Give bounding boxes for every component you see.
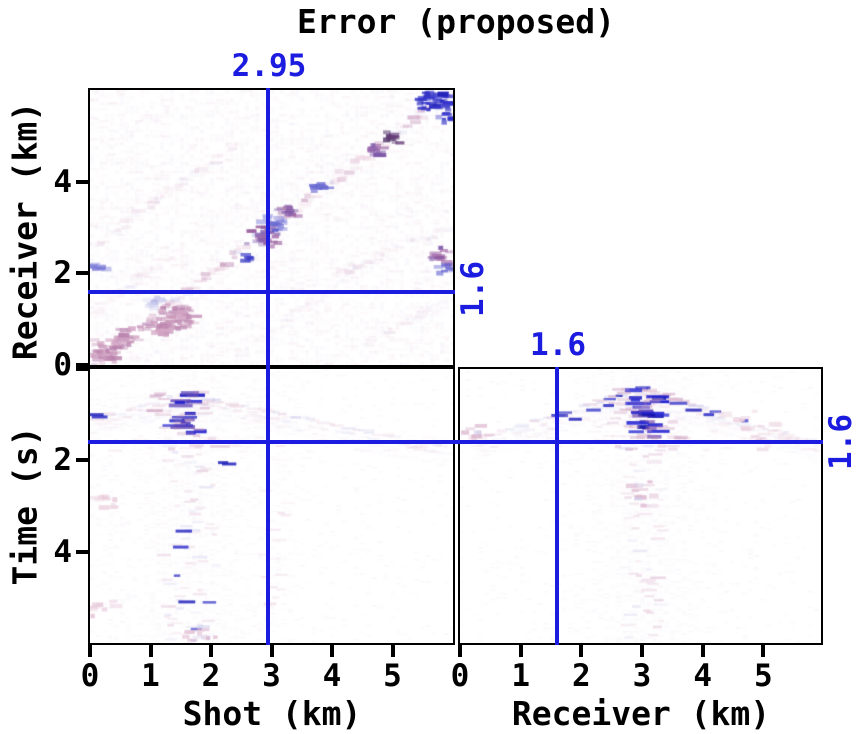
panel-shot-vs-receiver (88, 88, 455, 367)
receiver-y-tick-label: 4 (53, 163, 72, 200)
time-y-tick-mark (76, 458, 88, 463)
x-axis-title-receiver: Receiver (km) (511, 694, 771, 733)
shot-axis-tick-label: 3 (262, 658, 281, 694)
receiver-y-tick-label: 0 (53, 347, 72, 383)
receiver-y-tick-mark (76, 363, 88, 367)
time-y-tick-label: 4 (53, 533, 72, 570)
heatmap-receiver-vs-time (460, 369, 821, 643)
receiver-y-tick-label: 2 (53, 255, 72, 292)
panel-receiver-vs-time (458, 367, 823, 645)
shot-axis-tick-mark (209, 645, 213, 657)
receiver-axis-tick-label: 1 (511, 658, 531, 694)
receiver-axis-tick-mark (700, 645, 705, 657)
y-axis-title-receiver: Receiver (km) (5, 101, 45, 361)
shot-axis-tick-mark (88, 645, 92, 657)
time-y-tick-mark (76, 549, 88, 554)
shot-axis-tick-label: 4 (322, 658, 342, 694)
receiver-y-tick-mark (76, 179, 88, 184)
panel-shot-vs-time (88, 367, 455, 645)
shot-axis-tick-mark (330, 645, 334, 657)
shot-crosshair-value-label: 2.95 (231, 48, 307, 84)
receiver-axis-tick-label: 0 (450, 658, 470, 694)
receiver-crosshair-top-value-label: 1.6 (530, 327, 586, 363)
time-crosshair-value-label: 1.6 (823, 414, 856, 470)
receiver-axis-tick-mark (579, 645, 584, 657)
crosshair-time-horizontal-line (88, 440, 823, 445)
receiver-axis-tick-mark (761, 645, 766, 657)
receiver-axis-tick-label: 2 (572, 658, 591, 694)
heatmap-shot-vs-receiver (90, 90, 453, 365)
receiver-axis-tick-label: 3 (632, 658, 652, 694)
receiver-axis-tick-label: 5 (754, 658, 773, 694)
shot-axis-tick-mark (390, 645, 395, 657)
crosshair-receiver-horizontal-line (88, 289, 455, 294)
shot-axis-tick-mark (148, 645, 153, 657)
receiver-crosshair-side-value-label: 1.6 (455, 261, 491, 317)
shot-axis-tick-label: 5 (383, 658, 402, 694)
heatmap-shot-vs-time (90, 369, 453, 643)
receiver-axis-tick-label: 4 (693, 658, 713, 694)
x-axis-title-shot: Shot (km) (182, 694, 362, 733)
crosshair-receiver-vertical-line (555, 367, 560, 645)
receiver-axis-tick-mark (518, 645, 523, 657)
page-title: Error (proposed) (297, 2, 615, 41)
crosshair-shot-vertical-line (266, 88, 271, 645)
receiver-y-tick-mark (76, 271, 88, 276)
receiver-axis-tick-mark (458, 645, 462, 657)
receiver-axis-tick-mark (640, 645, 645, 657)
shot-axis-tick-label: 1 (141, 658, 160, 694)
shot-axis-tick-label: 0 (80, 658, 100, 694)
shot-axis-tick-label: 2 (201, 658, 221, 694)
time-y-tick-mark (76, 367, 88, 371)
time-y-tick-label: 2 (53, 442, 72, 479)
shot-axis-tick-mark (269, 645, 274, 657)
